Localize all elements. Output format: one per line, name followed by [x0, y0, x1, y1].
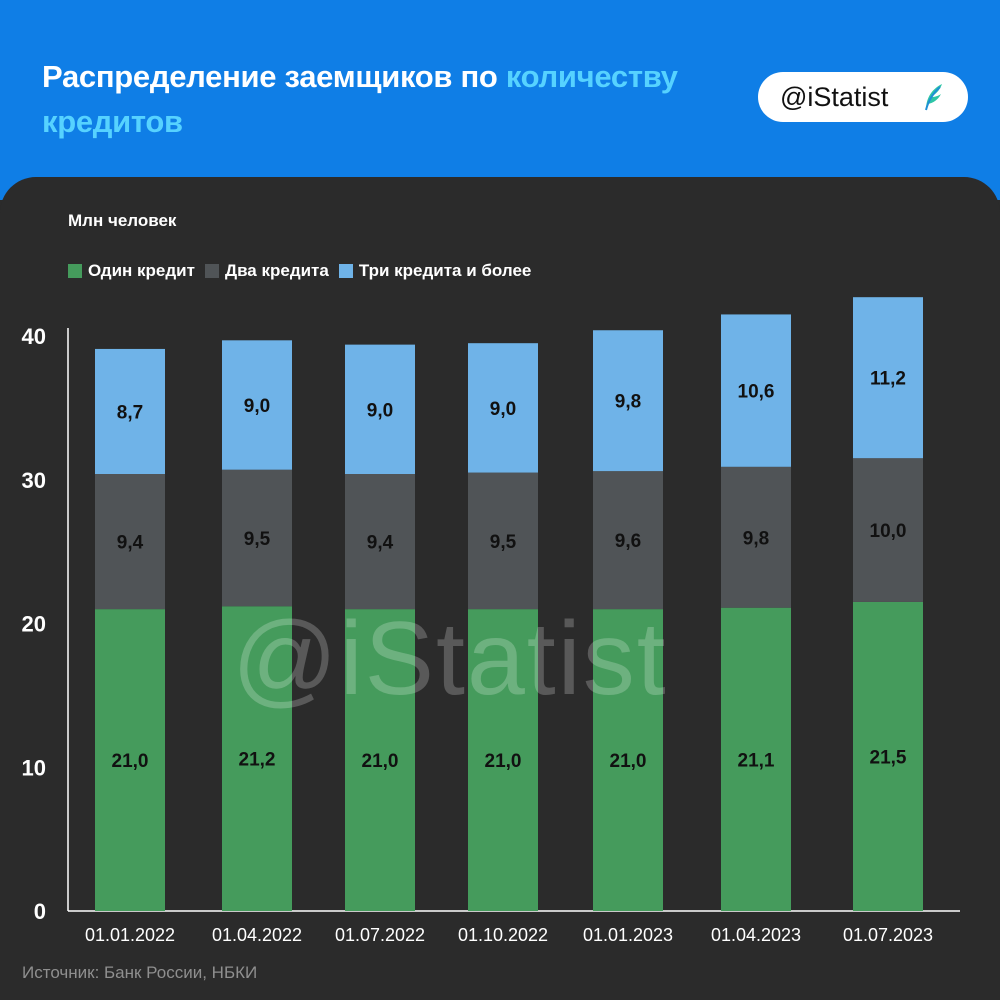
- title-main: Распределение заемщиков по: [42, 59, 506, 94]
- data-label: 21,0: [362, 751, 399, 772]
- data-label: 9,4: [367, 533, 394, 554]
- bar-segment: [345, 609, 415, 911]
- data-label: 21,1: [738, 750, 775, 771]
- title-accent-1: количеству: [505, 59, 678, 94]
- x-tick-label: 01.01.2023: [583, 925, 673, 945]
- legend-swatch-two-credits: [204, 264, 219, 278]
- data-label: 21,0: [485, 751, 522, 772]
- title-accent-2: кредитов: [42, 104, 183, 139]
- data-label: 9,0: [367, 400, 393, 421]
- bar-segment: [721, 466, 791, 608]
- bar-segment: [721, 314, 791, 467]
- bar-segment: [721, 607, 791, 911]
- bar-segment: [345, 474, 415, 610]
- data-label: 21,0: [610, 751, 647, 772]
- data-label: 11,2: [870, 369, 906, 390]
- x-tick-label: 01.07.2022: [335, 925, 425, 945]
- legend-label-two-credits: Два кредита: [224, 261, 329, 280]
- legend-item-one-credit: Один кредит: [68, 261, 195, 281]
- brand-badge-text: @iStatist: [780, 81, 889, 112]
- data-label: 9,4: [117, 533, 144, 554]
- data-label: 21,5: [870, 747, 907, 768]
- bar-segment: [222, 469, 292, 607]
- legend-label-one-credit: Один кредит: [88, 261, 195, 280]
- bar-segment: [853, 297, 923, 459]
- data-label: 21,0: [112, 751, 149, 772]
- x-tick-label: 01.04.2023: [711, 925, 801, 945]
- bar-segment: [345, 344, 415, 474]
- data-label: 9,5: [490, 532, 517, 553]
- x-tick-label: 01.01.2022: [85, 925, 175, 945]
- y-tick-label: 30: [22, 468, 46, 493]
- bar-segment: [222, 340, 292, 470]
- legend-swatch-one-credit: [68, 264, 82, 278]
- data-label: 10,0: [870, 521, 907, 542]
- data-label: 9,5: [244, 529, 271, 550]
- bar-segment: [222, 606, 292, 911]
- data-label: 9,8: [743, 528, 769, 549]
- data-label: 21,2: [239, 750, 276, 771]
- brand-badge[interactable]: @iStatist: [758, 72, 968, 122]
- x-tick-label: 01.07.2023: [843, 925, 933, 945]
- bar-segment: [95, 609, 165, 911]
- legend-label-three-plus-credits: Три кредита и более: [358, 261, 532, 280]
- bar-segment: [95, 348, 165, 474]
- y-axis-unit-label: Млн человек: [68, 211, 177, 230]
- data-label: 8,7: [117, 402, 143, 423]
- bar-segment: [853, 458, 923, 602]
- data-label: 9,6: [615, 531, 641, 552]
- data-label: 9,8: [615, 392, 641, 413]
- feather-logo-icon: [925, 84, 942, 111]
- bar-segment: [468, 472, 538, 610]
- legend-item-two-credits: Два кредита: [204, 261, 329, 281]
- watermark: @iStatist: [232, 601, 668, 717]
- y-tick-label: 40: [22, 324, 46, 349]
- header-banner: Распределение заемщиков по количеству кр…: [0, 0, 1000, 200]
- legend-item-three-plus-credits: Три кредита и более: [338, 261, 532, 281]
- chart-title: Распределение заемщиков по количеству кр…: [42, 54, 762, 144]
- bar-segment: [468, 343, 538, 473]
- bar-segment: [593, 609, 663, 911]
- y-tick-label: 0: [34, 899, 46, 924]
- bar-segment: [95, 474, 165, 610]
- chart-legend: Один кредит Два кредита Три кредита и бо…: [68, 261, 541, 281]
- legend-swatch-three-plus-credits: [338, 264, 353, 278]
- x-tick-label: 01.04.2022: [212, 925, 302, 945]
- y-tick-label: 10: [22, 755, 46, 780]
- data-label: 10,6: [738, 382, 775, 403]
- y-tick-label: 20: [22, 612, 46, 637]
- bar-segment: [853, 601, 923, 911]
- source-note: Источник: Банк России, НБКИ: [22, 963, 258, 982]
- bar-segment: [593, 471, 663, 610]
- bar-segment: [468, 609, 538, 911]
- data-label: 9,0: [490, 399, 516, 420]
- data-label: 9,0: [244, 396, 270, 417]
- x-tick-label: 01.10.2022: [458, 925, 548, 945]
- bar-segment: [593, 330, 663, 472]
